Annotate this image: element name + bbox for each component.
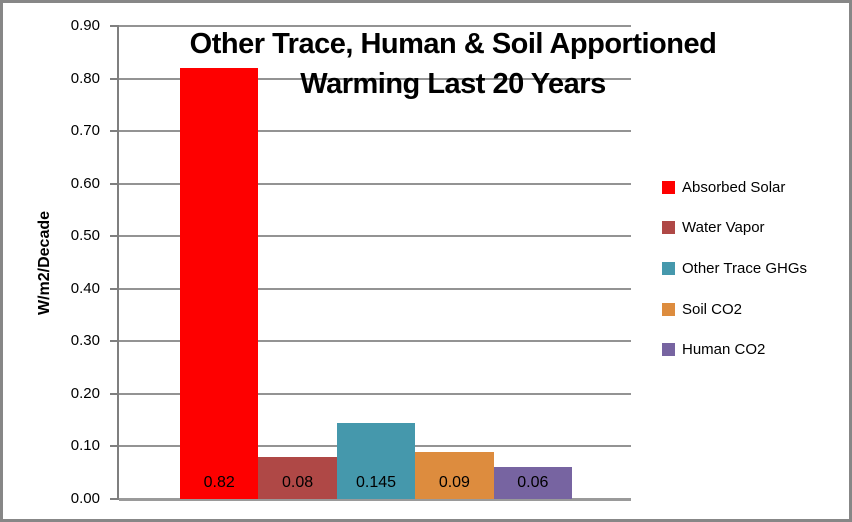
chart-title: Other Trace, Human & Soil Apportioned Wa… — [141, 24, 765, 104]
y-tick-mark-0.50 — [110, 235, 119, 237]
y-tick-label-0.70: 0.70 — [70, 122, 100, 139]
gridline-0.70 — [119, 130, 631, 132]
y-tick-mark-0.10 — [110, 445, 119, 447]
y-tick-label-0.10: 0.10 — [70, 437, 100, 454]
legend-item-absorbed-solar: Absorbed Solar — [662, 167, 807, 208]
gridline-0.60 — [119, 183, 631, 185]
y-tick-mark-0.80 — [110, 78, 119, 80]
legend-label: Other Trace GHGs — [682, 259, 808, 277]
bar-human-co2 — [493, 467, 572, 499]
legend-item-human-co2: Human CO2 — [662, 329, 807, 370]
y-tick-label-0.50: 0.50 — [70, 227, 100, 244]
y-tick-mark-0.30 — [110, 340, 119, 342]
gridline-0.80 — [119, 78, 631, 80]
legend-label: Human CO2 — [682, 341, 766, 359]
y-tick-label-0.30: 0.30 — [70, 332, 100, 349]
gridline-0.50 — [119, 235, 631, 237]
legend-swatch-icon — [662, 221, 675, 235]
y-tick-mark-0.00 — [110, 498, 119, 500]
gridline-0.00 — [119, 498, 631, 501]
legend-item-other-trace-ghgs: Other Trace GHGs — [662, 248, 807, 289]
gridline-0.90 — [119, 25, 631, 27]
y-tick-label-0.90: 0.90 — [70, 17, 100, 34]
bar-water-vapor — [258, 456, 337, 499]
bar-data-label-water-vapor: 0.08 — [282, 474, 314, 491]
y-tick-label-0.00: 0.00 — [70, 490, 100, 507]
legend-swatch-icon — [662, 343, 675, 357]
y-tick-label-0.60: 0.60 — [70, 175, 100, 192]
y-tick-mark-0.70 — [110, 130, 119, 132]
chart-title-line-1: Other Trace, Human & Soil Apportioned — [189, 28, 717, 60]
y-tick-label-0.20: 0.20 — [70, 385, 100, 402]
legend-label: Water Vapor — [682, 219, 765, 237]
y-tick-mark-0.40 — [110, 288, 119, 290]
gridline-0.20 — [119, 393, 631, 395]
y-tick-mark-0.60 — [110, 183, 119, 185]
legend-item-water-vapor: Water Vapor — [662, 208, 807, 249]
legend-label: Soil CO2 — [682, 300, 743, 318]
legend-item-soil-co2: Soil CO2 — [662, 289, 807, 330]
bar-data-label-other-trace-ghgs: 0.145 — [355, 474, 397, 491]
gridline-0.40 — [119, 288, 631, 290]
bar-soil-co2 — [415, 451, 494, 499]
chart-legend: Absorbed Solar Water Vapor Other Trace GHG… — [662, 167, 807, 370]
y-axis-title: W/m2/Decade — [36, 210, 53, 316]
chart-title-line-2: Warming Last 20 Years — [300, 68, 606, 100]
legend-swatch-icon — [662, 261, 675, 275]
legend-swatch-icon — [662, 180, 675, 194]
legend-swatch-icon — [662, 302, 675, 316]
y-tick-label-0.80: 0.80 — [70, 70, 100, 87]
legend-label: Absorbed Solar — [682, 178, 786, 196]
y-tick-mark-0.90 — [110, 25, 119, 27]
bar-other-trace-ghgs — [336, 422, 416, 499]
bar-absorbed-solar — [180, 68, 259, 499]
y-tick-mark-0.20 — [110, 393, 119, 395]
bar-data-label-soil-co2: 0.09 — [438, 474, 470, 491]
bar-data-label-absorbed-solar: 0.82 — [203, 474, 235, 491]
gridline-0.30 — [119, 340, 631, 342]
plot-area: 0.82 0.08 0.145 0.09 0.06 — [117, 25, 631, 501]
bar-data-label-human-co2: 0.06 — [517, 474, 549, 491]
y-tick-label-0.40: 0.40 — [70, 280, 100, 297]
